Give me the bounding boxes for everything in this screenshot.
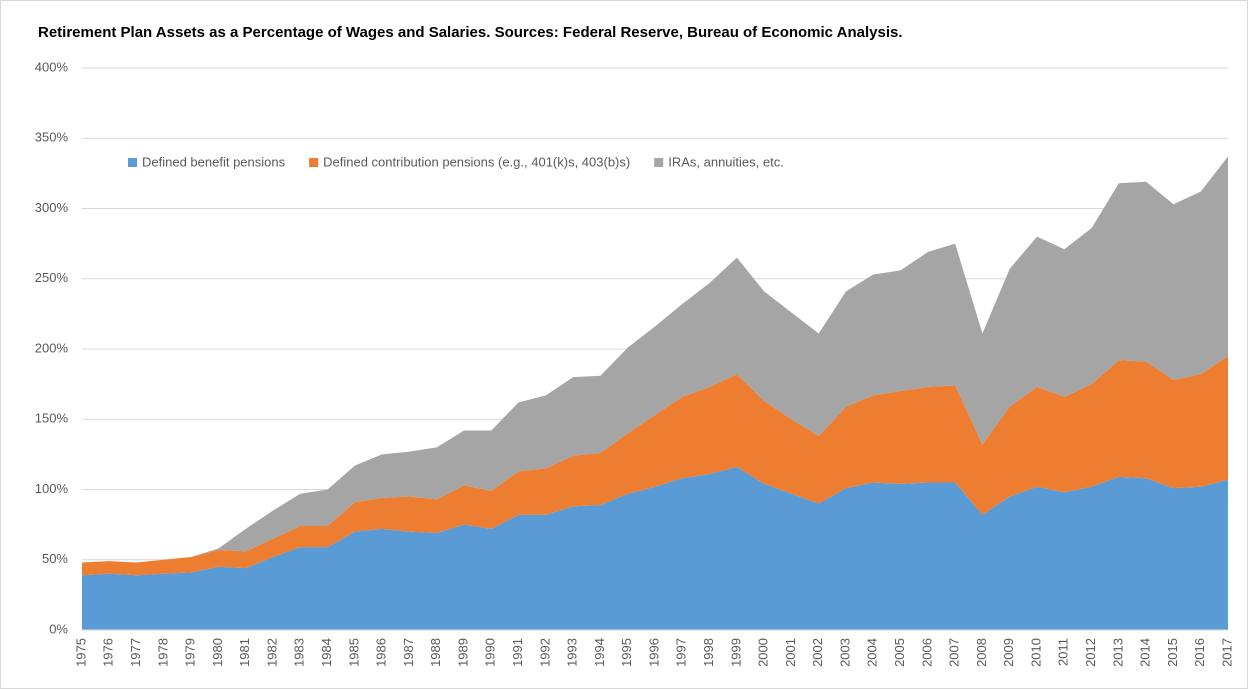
x-tick-label: 1981 bbox=[237, 638, 252, 667]
x-tick-label: 2000 bbox=[756, 638, 771, 667]
x-tick-label: 2001 bbox=[783, 638, 798, 667]
x-tick-label: 2017 bbox=[1219, 638, 1234, 667]
x-tick-label: 1985 bbox=[346, 638, 361, 667]
x-tick-label: 1991 bbox=[510, 638, 525, 667]
x-tick-label: 1982 bbox=[264, 638, 279, 667]
x-tick-label: 1999 bbox=[728, 638, 743, 667]
area bbox=[82, 467, 1228, 630]
x-tick-label: 1975 bbox=[73, 638, 88, 667]
legend-label: Defined benefit pensions bbox=[142, 154, 286, 169]
x-tick-label: 1979 bbox=[183, 638, 198, 667]
x-tick-label: 2010 bbox=[1028, 638, 1043, 667]
y-tick-label: 300% bbox=[35, 200, 69, 215]
x-tick-label: 1995 bbox=[619, 638, 634, 667]
x-tick-label: 1986 bbox=[374, 638, 389, 667]
x-tick-label: 1987 bbox=[401, 638, 416, 667]
legend-swatch bbox=[128, 158, 137, 167]
legend-label: Defined contribution pensions (e.g., 401… bbox=[323, 154, 630, 169]
x-tick-label: 1989 bbox=[455, 638, 470, 667]
x-tick-label: 1980 bbox=[210, 638, 225, 667]
x-tick-label: 1997 bbox=[674, 638, 689, 667]
y-tick-label: 50% bbox=[42, 551, 68, 566]
x-tick-label: 2015 bbox=[1165, 638, 1180, 667]
y-tick-label: 150% bbox=[35, 411, 69, 426]
x-tick-label: 1984 bbox=[319, 638, 334, 667]
x-tick-label: 1998 bbox=[701, 638, 716, 667]
y-tick-label: 200% bbox=[35, 340, 69, 355]
x-tick-label: 1992 bbox=[537, 638, 552, 667]
x-tick-label: 1996 bbox=[646, 638, 661, 667]
area bbox=[82, 156, 1228, 563]
y-tick-label: 350% bbox=[35, 130, 69, 145]
x-tick-label: 2012 bbox=[1083, 638, 1098, 667]
x-tick-label: 2008 bbox=[974, 638, 989, 667]
x-tick-label: 2004 bbox=[865, 638, 880, 667]
chart-title: Retirement Plan Assets as a Percentage o… bbox=[38, 24, 903, 41]
legend-swatch bbox=[654, 158, 664, 167]
legend-swatch bbox=[309, 158, 319, 167]
x-tick-label: 1978 bbox=[155, 638, 170, 667]
x-tick-label: 1983 bbox=[292, 638, 307, 667]
x-tick-label: 2003 bbox=[837, 638, 852, 667]
x-tick-label: 2005 bbox=[892, 638, 907, 667]
y-tick-label: 0% bbox=[49, 621, 68, 636]
x-tick-label: 1994 bbox=[592, 638, 607, 667]
x-tick-label: 2007 bbox=[947, 638, 962, 667]
x-tick-label: 1977 bbox=[128, 638, 143, 667]
x-tick-label: 2016 bbox=[1192, 638, 1207, 667]
x-tick-label: 2006 bbox=[919, 638, 934, 667]
area bbox=[82, 356, 1228, 576]
legend-label: IRAs, annuities, etc. bbox=[668, 154, 784, 169]
x-tick-label: 1990 bbox=[483, 638, 498, 667]
x-tick-label: 1988 bbox=[428, 638, 443, 667]
x-tick-label: 2013 bbox=[1110, 638, 1125, 667]
x-tick-label: 2014 bbox=[1138, 638, 1153, 667]
x-tick-label: 1993 bbox=[565, 638, 580, 667]
x-tick-label: 2002 bbox=[810, 638, 825, 667]
x-tick-label: 2009 bbox=[1001, 638, 1016, 667]
y-tick-label: 250% bbox=[35, 270, 69, 285]
x-tick-label: 2011 bbox=[1056, 638, 1071, 666]
y-tick-label: 100% bbox=[35, 481, 69, 496]
y-tick-label: 400% bbox=[35, 59, 69, 74]
x-tick-label: 1976 bbox=[101, 638, 116, 667]
